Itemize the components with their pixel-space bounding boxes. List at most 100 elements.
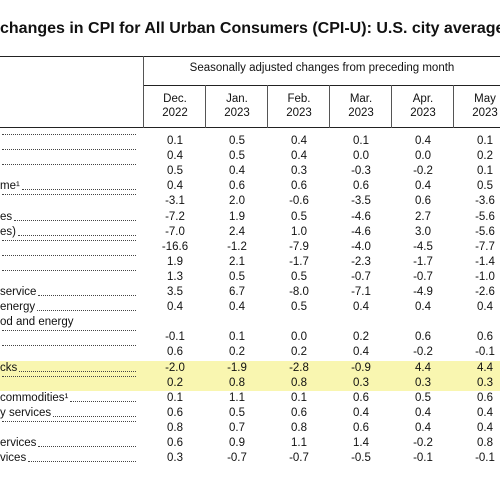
column-header: Dec. 2022 <box>144 92 206 120</box>
dot-leader <box>2 134 136 135</box>
rule <box>453 85 454 128</box>
column-header: Feb. 2023 <box>268 92 330 120</box>
dot-leader <box>2 375 136 377</box>
table-row: od and energy <box>0 315 500 330</box>
table-row: 0.4 0.5 0.4 0.0 0.0 0.2 <box>0 149 500 164</box>
value-cell: 1.1 <box>291 437 307 449</box>
column-header: Apr. 2023 <box>392 92 454 120</box>
table-row: -3.1 2.0 -0.6 -3.5 0.6 -3.6 <box>0 194 500 209</box>
value-cell: -0.1 <box>475 452 495 465</box>
value-cell: -7.1 <box>351 286 371 298</box>
value-cell: -2.8 <box>289 361 309 374</box>
value-cell: 0.7 <box>229 421 245 434</box>
dot-leader <box>37 300 136 312</box>
column-year: 2022 <box>162 107 188 119</box>
dot-leader <box>2 164 136 166</box>
value-cell: 0.6 <box>167 406 183 419</box>
value-cell: 1.9 <box>167 255 183 268</box>
rule <box>267 85 268 128</box>
table-row: 0.1 0.5 0.4 0.1 0.4 0.1 <box>0 134 500 149</box>
value-cell: -1.7 <box>413 255 433 268</box>
value-cell: 1.4 <box>353 437 369 449</box>
table-row: 0.6 0.2 0.2 0.4 -0.2 -0.1 <box>0 345 500 360</box>
value-cell: -0.9 <box>351 361 371 374</box>
value-cell: 0.6 <box>353 391 369 404</box>
column-month: Apr. <box>412 93 434 105</box>
dot-leader <box>38 285 136 296</box>
value-cell: 0.4 <box>415 180 431 193</box>
value-cell: 0.8 <box>291 421 307 434</box>
table-row: 0.8 0.7 0.8 0.6 0.4 0.4 <box>0 420 500 436</box>
row-label-cell <box>0 420 138 426</box>
value-cell: 3.5 <box>167 286 183 298</box>
dot-leader <box>14 210 136 221</box>
row-label: cks <box>0 361 18 374</box>
value-cell: 2.0 <box>229 195 245 208</box>
value-cell: 0.6 <box>167 437 183 449</box>
value-cell: -0.1 <box>165 331 185 344</box>
dot-leader <box>19 361 136 372</box>
value-cell: 0.5 <box>229 406 245 419</box>
value-cell: -5.6 <box>475 210 495 223</box>
value-cell: -1.0 <box>475 270 495 283</box>
value-cell: -0.1 <box>413 452 433 465</box>
column-year: 2023 <box>224 107 250 119</box>
column-month: Dec. <box>163 93 187 105</box>
row-label-cell: cks <box>0 361 138 376</box>
table-row: 0.5 0.4 0.3 -0.3 -0.2 0.1 <box>0 164 500 179</box>
value-cell: 0.5 <box>229 270 245 283</box>
value-cell: -8.0 <box>289 286 309 298</box>
row-label-cell <box>0 269 138 275</box>
column-month: Mar. <box>349 93 373 105</box>
dot-leader <box>2 194 136 196</box>
table-row: service 3.5 6.7 -8.0 -7.1 -4.9 -2.6 <box>0 285 500 300</box>
dot-leader <box>2 239 136 241</box>
value-cell: 0.2 <box>477 150 493 163</box>
row-label-cell <box>0 330 138 335</box>
value-cell: -3.5 <box>351 195 371 208</box>
value-cell: 2.7 <box>415 210 431 223</box>
dot-leader <box>2 345 136 347</box>
row-label: commodities¹ <box>0 391 69 404</box>
rule <box>0 127 500 128</box>
table-row: 0.2 0.8 0.8 0.3 0.3 0.3 <box>0 375 500 391</box>
value-cell: 0.4 <box>291 150 307 163</box>
dot-leader <box>2 420 136 422</box>
dot-leader <box>17 225 136 236</box>
row-label-cell: od and energy <box>0 315 138 330</box>
value-cell: 0.1 <box>477 135 493 147</box>
row-label-cell: es <box>0 210 138 225</box>
row-label-cell <box>0 149 138 154</box>
row-label: vices <box>0 452 27 465</box>
table-row: vices 0.3 -0.7 -0.7 -0.5 -0.1 -0.1 <box>0 451 500 466</box>
value-cell: -0.1 <box>475 346 495 359</box>
value-cell: 0.3 <box>291 165 307 178</box>
dot-leader <box>38 436 136 447</box>
value-cell: 2.4 <box>229 225 245 238</box>
value-cell: 0.6 <box>353 180 369 193</box>
row-label-cell: es) <box>0 225 138 240</box>
value-cell: -4.6 <box>351 225 371 238</box>
row-label-cell: energy <box>0 300 138 315</box>
table-row: es) -7.0 2.4 1.0 -4.6 3.0 -5.6 <box>0 225 500 240</box>
value-cell: -7.0 <box>165 225 185 238</box>
value-cell: -5.6 <box>475 225 495 238</box>
value-cell: 0.1 <box>229 331 245 344</box>
value-cell: 0.0 <box>415 150 431 163</box>
dot-leader <box>53 406 136 417</box>
value-cell: 3.0 <box>415 225 431 238</box>
value-cell: 0.5 <box>477 180 493 193</box>
row-label: es) <box>0 225 16 238</box>
value-cell: 0.4 <box>477 301 493 314</box>
value-cell: 0.6 <box>353 421 369 434</box>
value-cell: 0.4 <box>167 150 183 163</box>
row-label-cell: y services <box>0 406 138 421</box>
value-cell: 0.8 <box>229 376 245 389</box>
value-cell: 0.3 <box>353 376 369 389</box>
row-label-cell <box>0 164 138 169</box>
value-cell: -0.2 <box>413 346 433 359</box>
value-cell: 0.0 <box>291 331 307 344</box>
value-cell: -3.6 <box>475 195 495 208</box>
value-cell: 0.8 <box>291 376 307 389</box>
